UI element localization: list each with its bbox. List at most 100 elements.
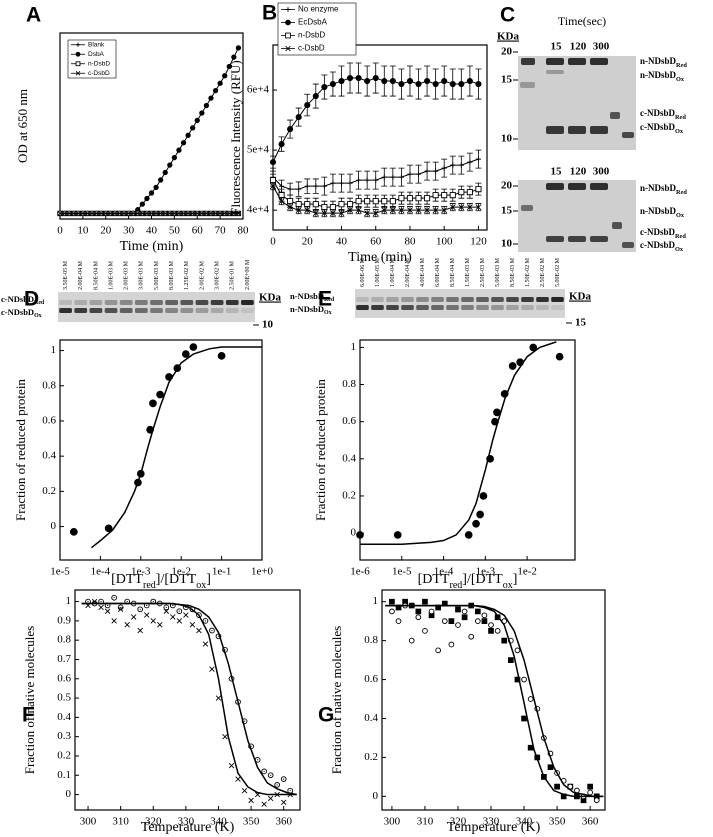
unit-label: KDa — [259, 292, 282, 304]
gel-band — [386, 297, 399, 302]
lane-label: 6.00E-06 M — [360, 257, 366, 287]
x-tick-label: 0 — [57, 225, 63, 237]
band-label-sub: Red — [34, 300, 45, 306]
data-point — [226, 210, 232, 216]
gel-band — [461, 305, 474, 310]
data-point — [104, 524, 113, 533]
y-tick-label: 1 — [351, 341, 357, 353]
data-point — [389, 608, 395, 615]
gel-band — [461, 297, 474, 302]
data-point — [167, 162, 173, 168]
x-axis-label: [DTTred]/[DTTox] — [111, 572, 211, 591]
data-point — [248, 797, 254, 804]
y-tick-label: 1 — [66, 595, 72, 607]
data-point — [415, 81, 422, 88]
data-point — [424, 168, 430, 174]
data-point — [441, 618, 448, 624]
data-point — [554, 783, 560, 790]
data-point — [116, 210, 122, 216]
plot-frame — [359, 339, 576, 561]
gel-band — [491, 297, 504, 302]
y-tick-label: 0.2 — [364, 751, 378, 763]
legend-box — [277, 2, 357, 56]
data-point — [593, 797, 600, 804]
data-point — [521, 676, 527, 683]
plot-frame — [381, 589, 606, 811]
data-point — [295, 114, 302, 121]
x-tick-label: 340 — [210, 816, 227, 828]
data-point — [270, 183, 276, 190]
band-label: c-NDsbDRed — [1, 294, 45, 306]
data-point — [330, 210, 336, 217]
data-point — [555, 352, 564, 361]
size-marker-label: 20 — [501, 46, 513, 58]
x-tick-label: 1e+0 — [251, 566, 274, 578]
y-tick-label: 1 — [373, 595, 379, 607]
data-point — [441, 78, 448, 85]
data-point — [389, 207, 396, 214]
x-axis-label-part: [DTT — [418, 572, 450, 587]
data-point — [321, 210, 328, 217]
y-tick-label: 0 — [351, 527, 357, 539]
gel-band — [210, 300, 224, 305]
gel-band — [74, 300, 88, 305]
data-point — [190, 210, 196, 216]
data-point — [84, 210, 90, 216]
gel — [58, 292, 255, 322]
data-point — [98, 210, 104, 216]
legend-marker — [285, 45, 291, 52]
legend-label: Blank — [88, 41, 105, 48]
y-tick-label: 0.6 — [42, 414, 56, 426]
data-point — [202, 618, 209, 624]
lane-label: 3.00E-03 M — [139, 260, 145, 290]
gel-band — [476, 305, 489, 310]
data-point — [415, 207, 422, 214]
data-point — [364, 177, 370, 183]
data-point — [450, 162, 456, 168]
x-tick-label: 1e-4 — [91, 566, 111, 578]
x-axis-label-sub: ox — [196, 580, 206, 591]
band-label-sub: Ox — [676, 76, 685, 83]
gel-band — [356, 305, 369, 310]
band-label-main: n-NDsbD — [640, 206, 677, 216]
data-point — [321, 84, 328, 91]
lane-label: 5.00E-03 M — [495, 257, 501, 287]
gel-band — [119, 300, 133, 305]
size-marker-label: 15 — [501, 74, 513, 86]
data-point — [481, 612, 488, 619]
lane-label: 2.00E+00 M — [245, 259, 251, 290]
band-label-sub: Ox — [675, 246, 684, 253]
data-point — [432, 81, 439, 88]
band-label-sub: Ox — [34, 313, 42, 319]
data-point — [148, 190, 155, 196]
band-label: n-NDsbDOx — [640, 70, 685, 83]
x-tick-label: 1e-4 — [434, 566, 454, 578]
legend-marker — [75, 51, 81, 57]
gel-band — [150, 308, 163, 313]
y-tick-label: 0.2 — [342, 489, 356, 501]
band-label-main: c-NDsbD — [640, 108, 675, 118]
data-point — [185, 132, 191, 138]
data-point — [415, 171, 422, 177]
x-tick-label: 1e-5 — [50, 566, 70, 578]
gel-band — [610, 112, 620, 119]
data-point — [448, 641, 455, 648]
x-tick-label: 1e-3 — [476, 566, 496, 578]
data-point — [422, 598, 428, 605]
data-point — [235, 45, 242, 51]
gel-band — [104, 300, 118, 305]
data-point — [153, 210, 159, 216]
data-point — [312, 201, 319, 208]
y-axis-label: Fluorescence Intensity (RFU) — [228, 60, 243, 215]
data-point — [338, 210, 345, 217]
data-point — [287, 787, 294, 794]
data-point — [62, 210, 68, 216]
data-point — [364, 198, 371, 205]
data-point — [153, 184, 159, 191]
data-point — [157, 177, 164, 183]
x-tick-label: 340 — [516, 816, 533, 828]
gel-band — [416, 297, 429, 302]
lane-label: 8.00E-03 M — [169, 260, 175, 290]
data-point — [150, 618, 156, 624]
